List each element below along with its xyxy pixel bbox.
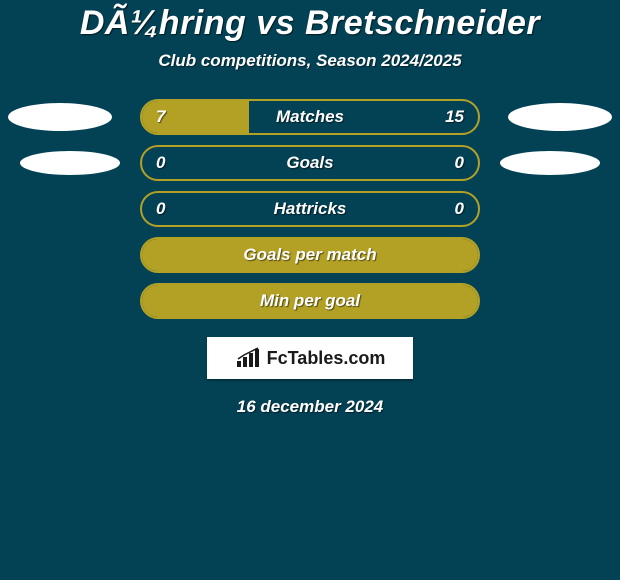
stat-value-right: 0	[455, 147, 464, 179]
page-title: DÃ¼hring vs Bretschneider	[0, 4, 620, 43]
stat-value-left: 0	[156, 193, 165, 225]
stat-row-goals: 0 0Goals	[0, 145, 620, 181]
page-root: DÃ¼hring vs Bretschneider Club competiti…	[0, 0, 620, 580]
bar-fill-left	[142, 101, 249, 133]
stat-bar: 0 0Goals	[140, 145, 480, 181]
stat-row-hattricks: 0 0Hattricks	[0, 191, 620, 227]
stat-bar: Goals per match	[140, 237, 480, 273]
stat-value-right: 0	[455, 193, 464, 225]
stat-bar: 715Matches	[140, 99, 480, 135]
page-subtitle: Club competitions, Season 2024/2025	[0, 51, 620, 71]
player-right-marker	[508, 103, 612, 131]
stat-row-matches: 715Matches	[0, 99, 620, 135]
stat-label: Goals	[142, 147, 478, 179]
bar-fill-left	[142, 239, 478, 271]
stat-row-goals_per_match: Goals per match	[0, 237, 620, 273]
bar-fill-right	[249, 101, 478, 133]
stat-bar: Min per goal	[140, 283, 480, 319]
brand-badge-text: FcTables.com	[267, 348, 386, 369]
stat-label: Hattricks	[142, 193, 478, 225]
stat-value-left: 0	[156, 147, 165, 179]
stat-rows: 715Matches00Goals00HattricksGoals per ma…	[0, 99, 620, 319]
chart-icon	[235, 347, 261, 369]
bar-fill-left	[142, 285, 478, 317]
brand-badge[interactable]: FcTables.com	[207, 337, 413, 379]
stat-bar: 0 0Hattricks	[140, 191, 480, 227]
player-right-marker	[500, 151, 600, 175]
stat-row-min_per_goal: Min per goal	[0, 283, 620, 319]
footer-date: 16 december 2024	[0, 397, 620, 417]
player-left-marker	[8, 103, 112, 131]
player-left-marker	[20, 151, 120, 175]
